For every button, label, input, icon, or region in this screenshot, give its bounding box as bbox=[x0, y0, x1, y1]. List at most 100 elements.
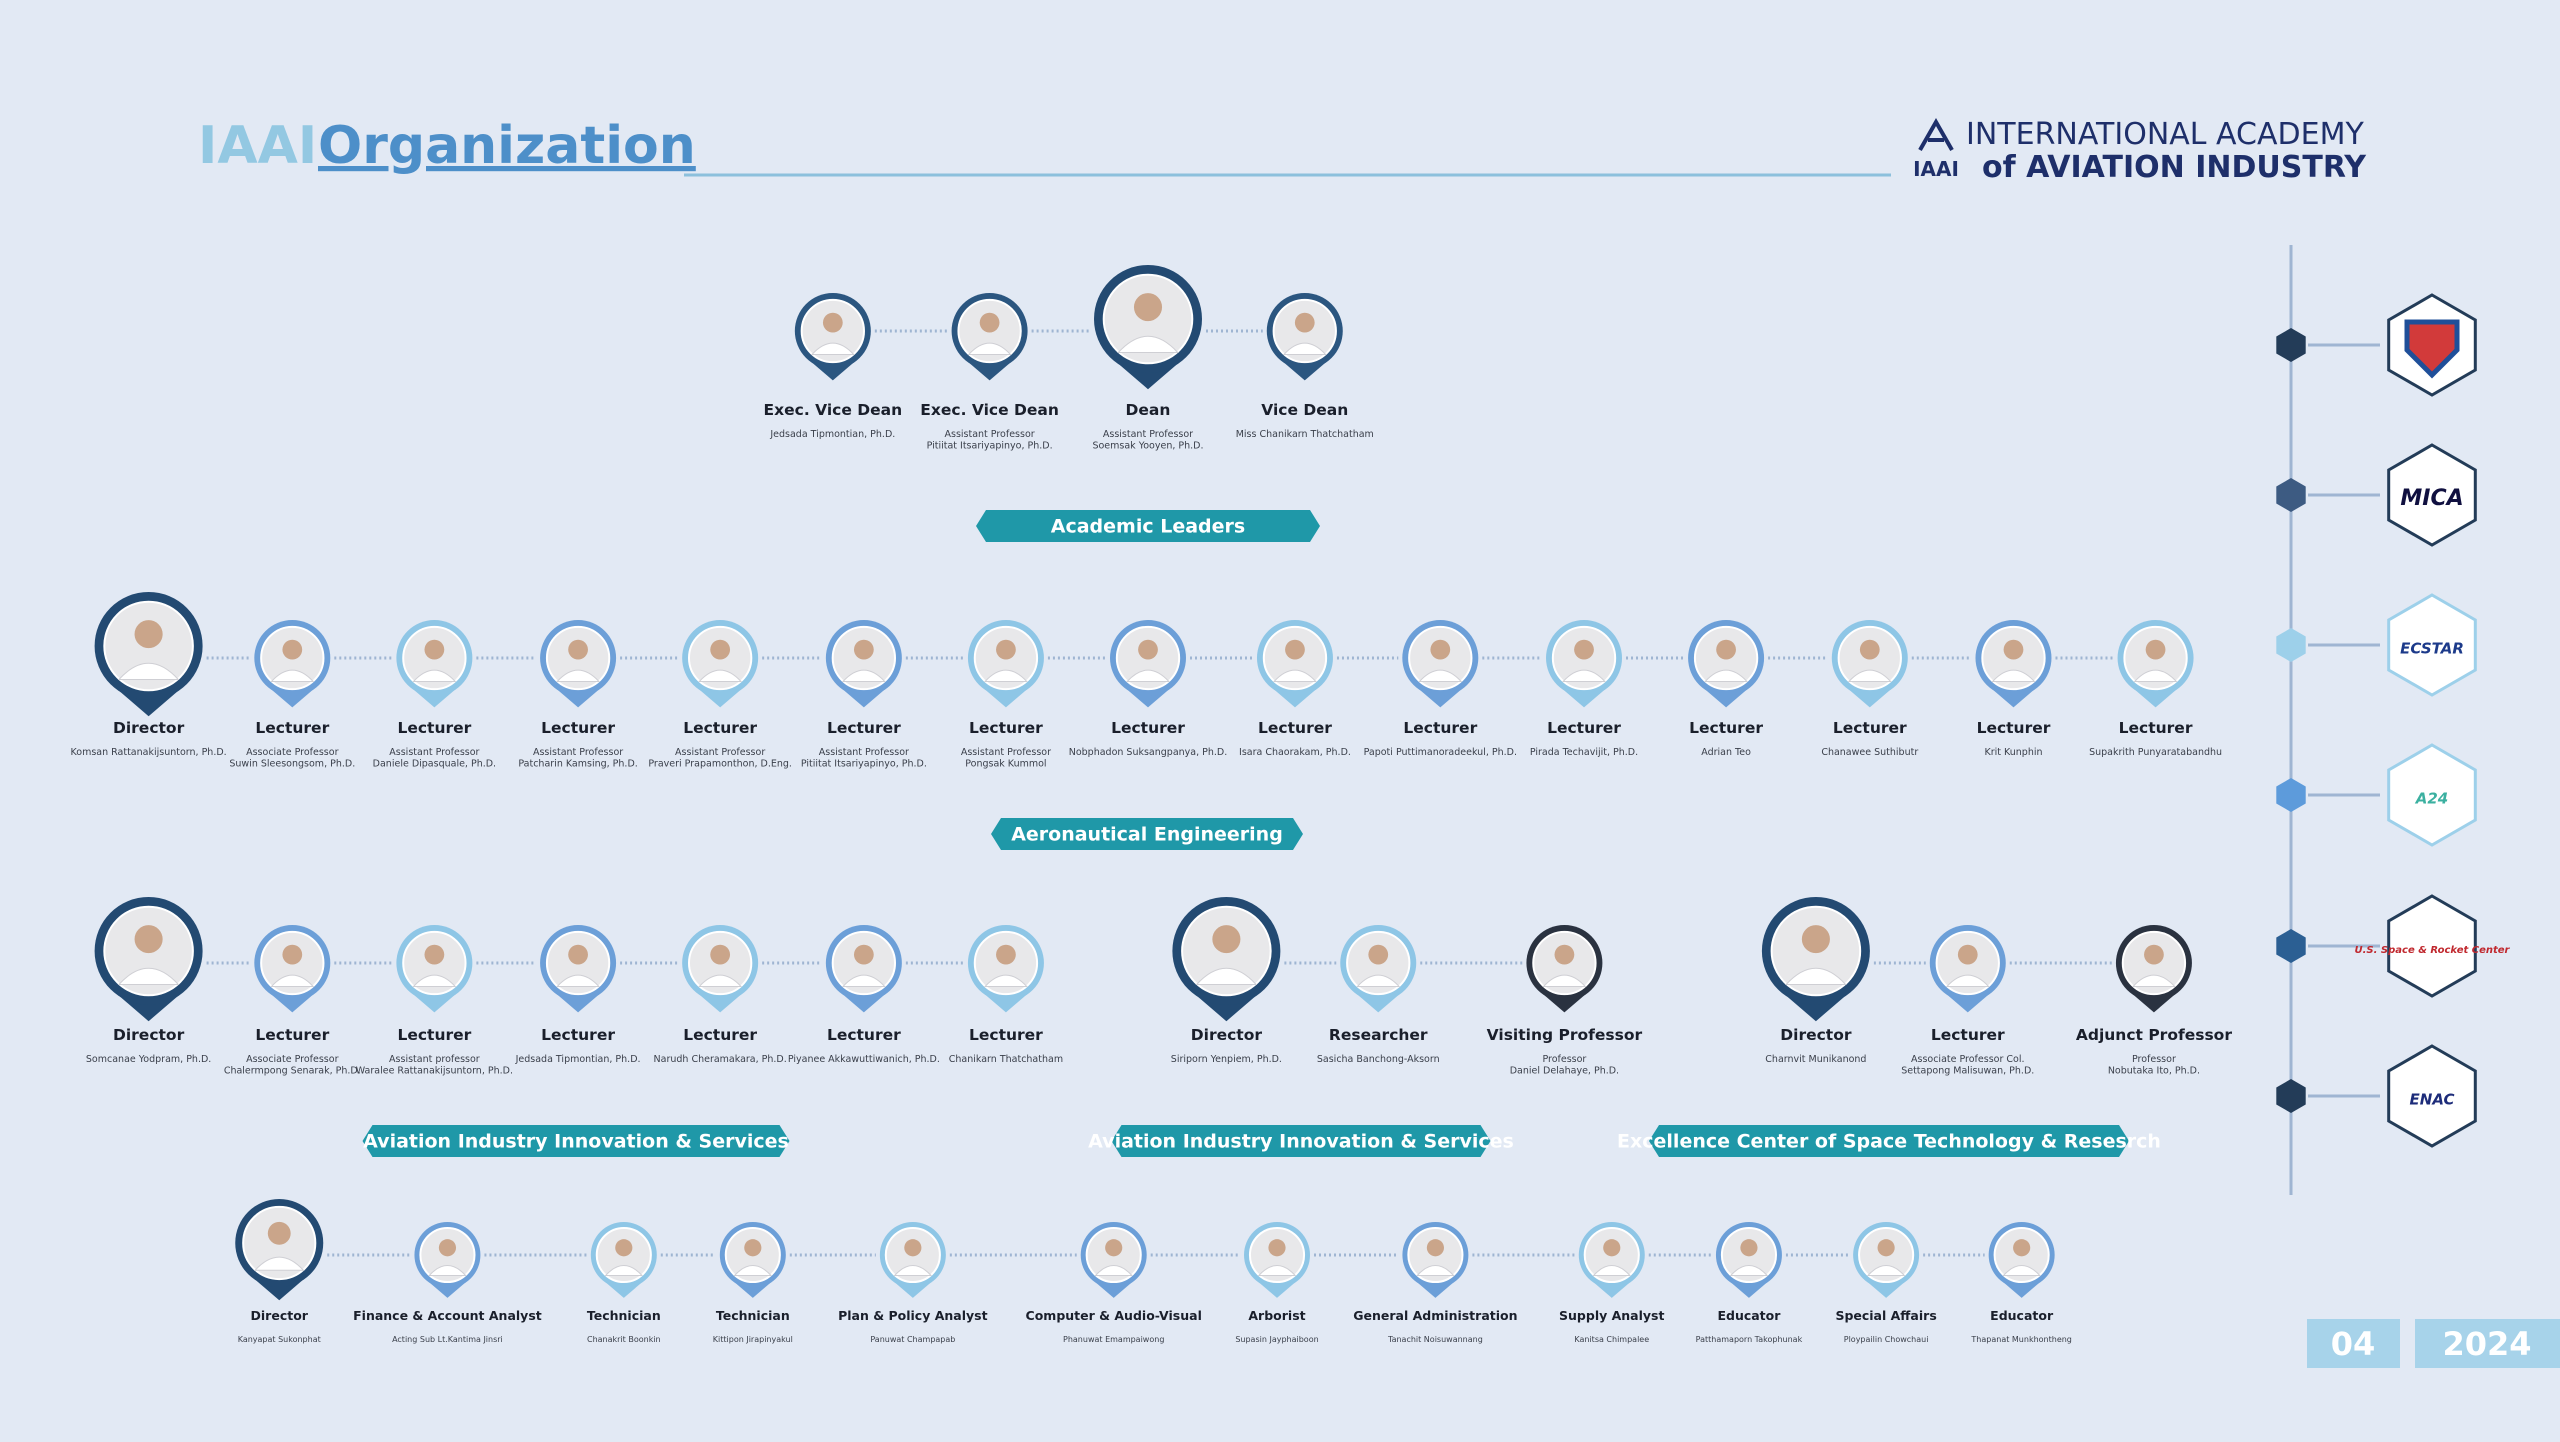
photo-head bbox=[1285, 639, 1305, 660]
role: Lecturer bbox=[969, 719, 1043, 737]
name-line: Pirada Techavijit, Ph.D. bbox=[1530, 747, 1638, 758]
photo-body bbox=[893, 1265, 933, 1276]
name-line: Jedsada Tipmontian, Ph.D. bbox=[769, 429, 895, 440]
photo-body bbox=[1094, 1265, 1133, 1276]
photo-body bbox=[1117, 335, 1179, 353]
person-node: Supply Analyst Kanitsa Chimpalee bbox=[1559, 1222, 1665, 1344]
photo-body bbox=[556, 974, 601, 988]
photo-head bbox=[568, 944, 588, 965]
photo-head bbox=[282, 639, 303, 660]
person-node: Researcher Sasicha Banchong-Aksorn bbox=[1317, 925, 1440, 1065]
section-banner bbox=[362, 1125, 790, 1157]
photo-body bbox=[1272, 669, 1318, 683]
photo-body bbox=[2131, 974, 2176, 988]
role: Educator bbox=[1990, 1308, 2054, 1323]
role: Computer & Audio-Visual bbox=[1026, 1308, 1202, 1323]
person-node: Educator Thapanat Munkhontheng bbox=[1970, 1222, 2072, 1344]
photo-head bbox=[1603, 1239, 1621, 1257]
name-line: Praveri Prapamonthon, D.Eng. bbox=[648, 759, 792, 770]
photo-body bbox=[1418, 669, 1463, 683]
role: Arborist bbox=[1248, 1308, 1305, 1323]
role: Lecturer bbox=[683, 1026, 757, 1044]
photo-head bbox=[424, 639, 445, 660]
section-title: Academic Leaders bbox=[1051, 516, 1245, 538]
name-line: Tanachit Noisuwannang bbox=[1387, 1335, 1483, 1344]
person-node: Special Affairs Ploypailin Chowchaui bbox=[1835, 1222, 1937, 1344]
partner-logo-shield bbox=[2404, 319, 2460, 379]
name-line: Professor bbox=[1542, 1054, 1586, 1065]
name-line: Pongsak Kummol bbox=[965, 759, 1046, 770]
photo-body bbox=[733, 1265, 773, 1276]
role: Researcher bbox=[1329, 1026, 1428, 1044]
partner-logo-badge bbox=[2387, 743, 2477, 847]
name-line: Supasin Jayphaiboon bbox=[1235, 1335, 1318, 1344]
photo-head bbox=[1716, 639, 1736, 660]
photo-body bbox=[967, 342, 1012, 356]
photo-body bbox=[412, 974, 457, 988]
name-line: Narudh Cheramakara, Ph.D. bbox=[654, 1054, 787, 1065]
photo-head bbox=[744, 1239, 762, 1257]
photo-head bbox=[996, 639, 1016, 660]
person-node: Lecturer Narudh Cheramakara, Ph.D. bbox=[654, 925, 787, 1065]
photo-body bbox=[1542, 974, 1587, 988]
section-title: Excellence Center of Space Technology & … bbox=[1617, 1131, 2161, 1153]
partner-logo: ENAC bbox=[2410, 1091, 2455, 1109]
role: Technician bbox=[587, 1308, 661, 1323]
rail-hexagon bbox=[2276, 929, 2306, 963]
photo-body bbox=[604, 1265, 644, 1276]
person-node: Director Somcanae Yodpram, Ph.D. bbox=[86, 897, 211, 1065]
photo-body bbox=[270, 974, 315, 988]
photo-body bbox=[1257, 1265, 1297, 1276]
name-line: Thapanat Munkhontheng bbox=[1970, 1335, 2071, 1344]
role: Lecturer bbox=[2119, 719, 2193, 737]
name-line: Isara Chaorakam, Ph.D. bbox=[1239, 747, 1351, 758]
role: Lecturer bbox=[1833, 719, 1907, 737]
role: Supply Analyst bbox=[1559, 1308, 1664, 1323]
role: Lecturer bbox=[1258, 719, 1332, 737]
photo-head bbox=[853, 944, 874, 965]
name-line: Phanuwat Emampaiwong bbox=[1063, 1335, 1164, 1344]
role: Educator bbox=[1717, 1308, 1781, 1323]
photo-head bbox=[1426, 1239, 1444, 1257]
rail-hexagon bbox=[2276, 478, 2306, 512]
name-line: Somcanae Yodpram, Ph.D. bbox=[86, 1054, 211, 1065]
rail-hexagon bbox=[2276, 328, 2306, 362]
person-node: Lecturer Associate Professor Col.Settapon… bbox=[1901, 925, 2034, 1077]
name-line: Panuwat Champapab bbox=[870, 1335, 955, 1344]
role: Lecturer bbox=[827, 719, 901, 737]
name-line: Adrian Teo bbox=[1701, 747, 1751, 758]
person-node: Director Komsan Rattanakijsuntorn, Ph.D. bbox=[71, 592, 227, 758]
name-line: Assistant Professor bbox=[945, 429, 1035, 440]
photo-head bbox=[1368, 944, 1389, 965]
role: Lecturer bbox=[1931, 1026, 2005, 1044]
logo-line: of AVIATION INDUSTRY bbox=[1982, 150, 2367, 185]
role: Lecturer bbox=[255, 1026, 329, 1044]
photo-head bbox=[904, 1239, 922, 1257]
photo-head bbox=[1957, 944, 1978, 965]
person-node: Lecturer Piyanee Akkawuttiwanich, Ph.D. bbox=[788, 925, 940, 1065]
role: Lecturer bbox=[255, 719, 329, 737]
logo-line: INTERNATIONAL ACADEMY bbox=[1966, 117, 2364, 152]
role: General Administration bbox=[1353, 1308, 1517, 1323]
person-node: Arborist Supasin Jayphaiboon bbox=[1235, 1222, 1319, 1344]
photo-head bbox=[1212, 925, 1241, 954]
photo-head bbox=[615, 1239, 633, 1257]
photo-head bbox=[1105, 1239, 1123, 1257]
photo-head bbox=[1268, 1239, 1286, 1257]
name-line: Suwin Sleesongsom, Ph.D. bbox=[229, 759, 355, 770]
name-line: Associate Professor bbox=[246, 1054, 338, 1065]
person-node: Finance & Account Analyst Acting Sub Lt.K… bbox=[353, 1222, 542, 1344]
name-line: Soemsak Yooyen, Ph.D. bbox=[1092, 441, 1203, 452]
person-node: Lecturer Pirada Techavijit, Ph.D. bbox=[1530, 620, 1638, 758]
name-line: Jedsada Tipmontian, Ph.D. bbox=[515, 1054, 641, 1065]
